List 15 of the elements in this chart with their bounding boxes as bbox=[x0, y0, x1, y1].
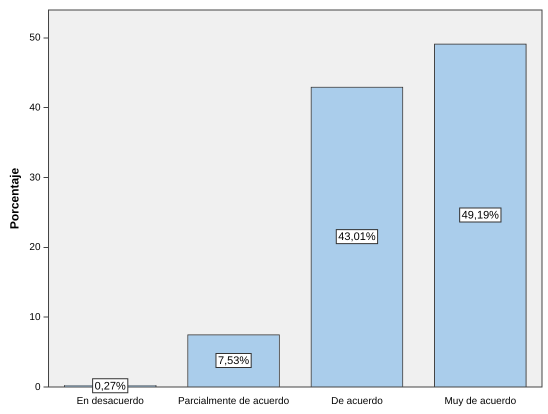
data-label: 0,27% bbox=[94, 380, 126, 392]
x-tick-label: Parcialmente de acuerdo bbox=[178, 396, 290, 407]
y-tick-label: 20 bbox=[29, 242, 41, 254]
x-tick-label: De acuerdo bbox=[331, 396, 384, 407]
y-tick-label: 30 bbox=[29, 172, 41, 184]
data-label: 7,53% bbox=[218, 354, 250, 367]
x-tick-label: En desacuerdo bbox=[76, 396, 144, 407]
y-tick-label: 40 bbox=[29, 102, 41, 114]
x-tick-label: Muy de acuerdo bbox=[444, 396, 517, 407]
y-tick-label: 50 bbox=[29, 32, 41, 44]
y-axis-title: Porcentaje bbox=[8, 167, 22, 230]
data-label: 43,01% bbox=[338, 231, 376, 244]
data-label: 49,19% bbox=[462, 210, 500, 222]
y-tick-label: 0 bbox=[34, 382, 41, 393]
y-tick-label: 10 bbox=[29, 312, 41, 323]
